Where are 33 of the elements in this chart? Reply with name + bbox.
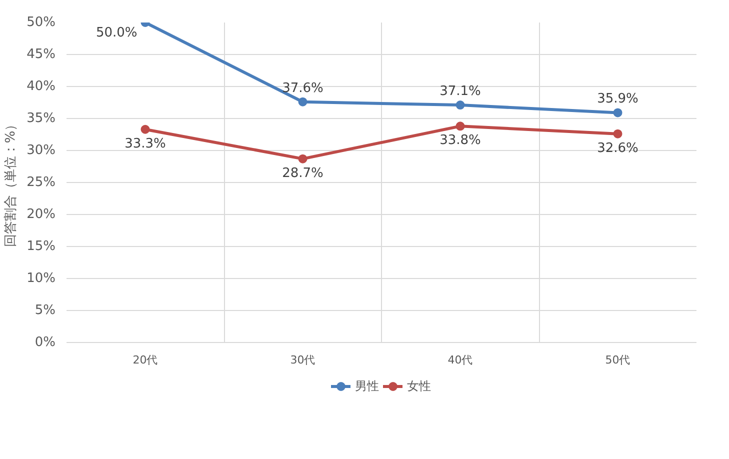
point bbox=[613, 129, 622, 138]
y-tick-label: 20% bbox=[26, 207, 56, 222]
y-tick-label: 35% bbox=[26, 111, 56, 126]
point bbox=[298, 97, 308, 106]
data-label: 37.1% bbox=[440, 84, 481, 100]
x-tick-label: 20代 bbox=[132, 354, 158, 366]
data-label: 50.0% bbox=[96, 26, 138, 40]
data-label: 37.6% bbox=[282, 80, 324, 96]
data-label: 33.3% bbox=[124, 136, 166, 152]
y-tick-label: 10% bbox=[26, 271, 56, 286]
x-tick-label: 50代 bbox=[605, 354, 630, 366]
y-tick-label: 45% bbox=[26, 47, 56, 62]
data-label: 33.8% bbox=[440, 133, 481, 148]
y-tick-label: 5% bbox=[34, 303, 56, 318]
y-tick-label: 40% bbox=[26, 79, 56, 94]
y-tick-label: 30% bbox=[26, 143, 56, 158]
data-label: 35.9% bbox=[597, 92, 638, 107]
legend-label: 女性 bbox=[407, 378, 431, 394]
x-tick-label: 30代 bbox=[290, 354, 316, 366]
point bbox=[456, 122, 465, 131]
y-axis-title: 回答割合（単位：%） bbox=[4, 118, 19, 248]
point bbox=[456, 100, 465, 110]
point bbox=[140, 124, 150, 134]
y-tick-label: 15% bbox=[26, 239, 56, 254]
data-label: 32.6% bbox=[597, 140, 638, 156]
x-tick-label: 40代 bbox=[448, 354, 473, 366]
point bbox=[298, 154, 308, 164]
y-tick-label: 0% bbox=[34, 335, 56, 350]
legend-label: 男性 bbox=[355, 378, 379, 394]
y-tick-label: 25% bbox=[26, 175, 56, 190]
y-tick-label: 50% bbox=[26, 15, 56, 30]
point bbox=[613, 108, 622, 118]
data-label: 28.7% bbox=[282, 166, 324, 181]
